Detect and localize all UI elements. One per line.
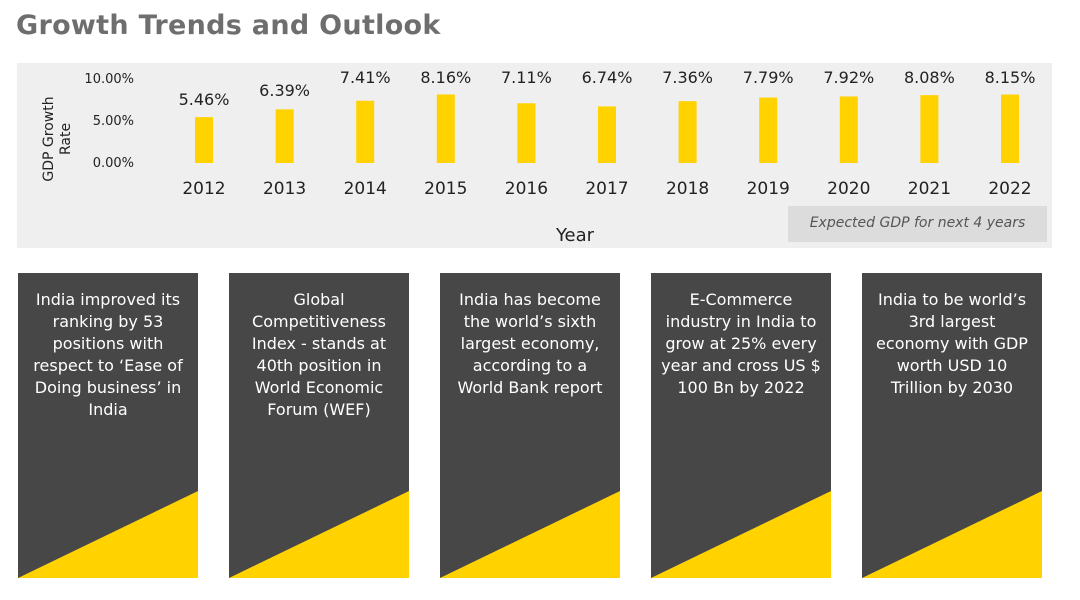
yellow-wedge-decoration [651,491,831,578]
x-tick-label: 2021 [908,179,951,199]
card-text: India to be world’s 3rd largest economy … [876,290,1028,397]
x-tick-label: 2022 [988,179,1031,199]
bar-value-label: 7.11% [501,68,552,87]
chart-panel: 0.00% 5.00% 10.00% GDP GrowthRate 5.46% 2012 6… [17,63,1052,248]
bar-2022 [1001,94,1019,163]
expected-gdp-note: Expected GDP for next 4 years [788,206,1047,242]
bar-value-label: 7.36% [662,68,713,87]
bar-value-label: 6.74% [582,68,633,87]
x-tick-label: 2015 [424,179,467,199]
bar-2016 [517,103,536,163]
card-text: E-Commerce industry in India to grow at … [661,290,821,397]
bar-2015 [436,94,455,163]
card-text: India has become the world’s sixth large… [457,290,603,397]
bar-2017 [598,106,616,163]
x-tick-label: 2012 [182,179,225,199]
card-text: India improved its ranking by 53 positio… [33,290,183,419]
bar-2019 [759,97,778,163]
x-tick-label: 2020 [827,179,870,199]
yellow-wedge-decoration [229,491,409,578]
fact-card-ecommerce: E-Commerce industry in India to grow at … [651,273,831,578]
y-tick-label: 5.00% [93,114,134,129]
x-tick-label: 2018 [666,179,709,199]
y-tick-label: 10.00% [84,72,134,87]
fact-card-ease-of-business: India improved its ranking by 53 positio… [18,273,198,578]
bar-2020 [839,96,858,163]
bar-value-label: 8.08% [904,68,955,87]
bar-value-label: 7.92% [823,68,874,87]
x-axis-title: Year [555,225,595,246]
bar-2021 [920,95,939,163]
x-tick-label: 2017 [585,179,628,199]
bar-value-label: 8.16% [420,68,471,87]
bar-2018 [678,101,697,163]
fact-card-third-largest: India to be world’s 3rd largest economy … [862,273,1042,578]
bar-2014 [356,100,375,163]
yellow-wedge-decoration [440,491,620,578]
bar-2012 [195,117,213,163]
x-tick-label: 2019 [747,179,790,199]
x-tick-label: 2016 [505,179,548,199]
yellow-wedge-decoration [862,491,1042,578]
bar-value-label: 8.15% [985,68,1036,87]
bar-value-label: 7.41% [340,68,391,87]
card-text: Global Competitiveness Index - stands at… [251,290,387,419]
y-axis-title: GDP GrowthRate [41,96,74,181]
yellow-wedge-decoration [18,491,198,578]
bar-2013 [275,109,294,163]
x-tick-label: 2013 [263,179,306,199]
bar-value-label: 6.39% [259,81,310,100]
fact-card-competitiveness: Global Competitiveness Index - stands at… [229,273,409,578]
fact-card-sixth-largest: India has become the world’s sixth large… [440,273,620,578]
x-tick-label: 2014 [344,179,387,199]
y-tick-label: 0.00% [93,156,134,171]
page-title: Growth Trends and Outlook [16,10,441,41]
bar-value-label: 5.46% [179,90,230,109]
gdp-growth-bar-chart: 0.00% 5.00% 10.00% GDP GrowthRate 5.46% 2012 6… [41,68,1036,246]
bar-value-label: 7.79% [743,68,794,87]
